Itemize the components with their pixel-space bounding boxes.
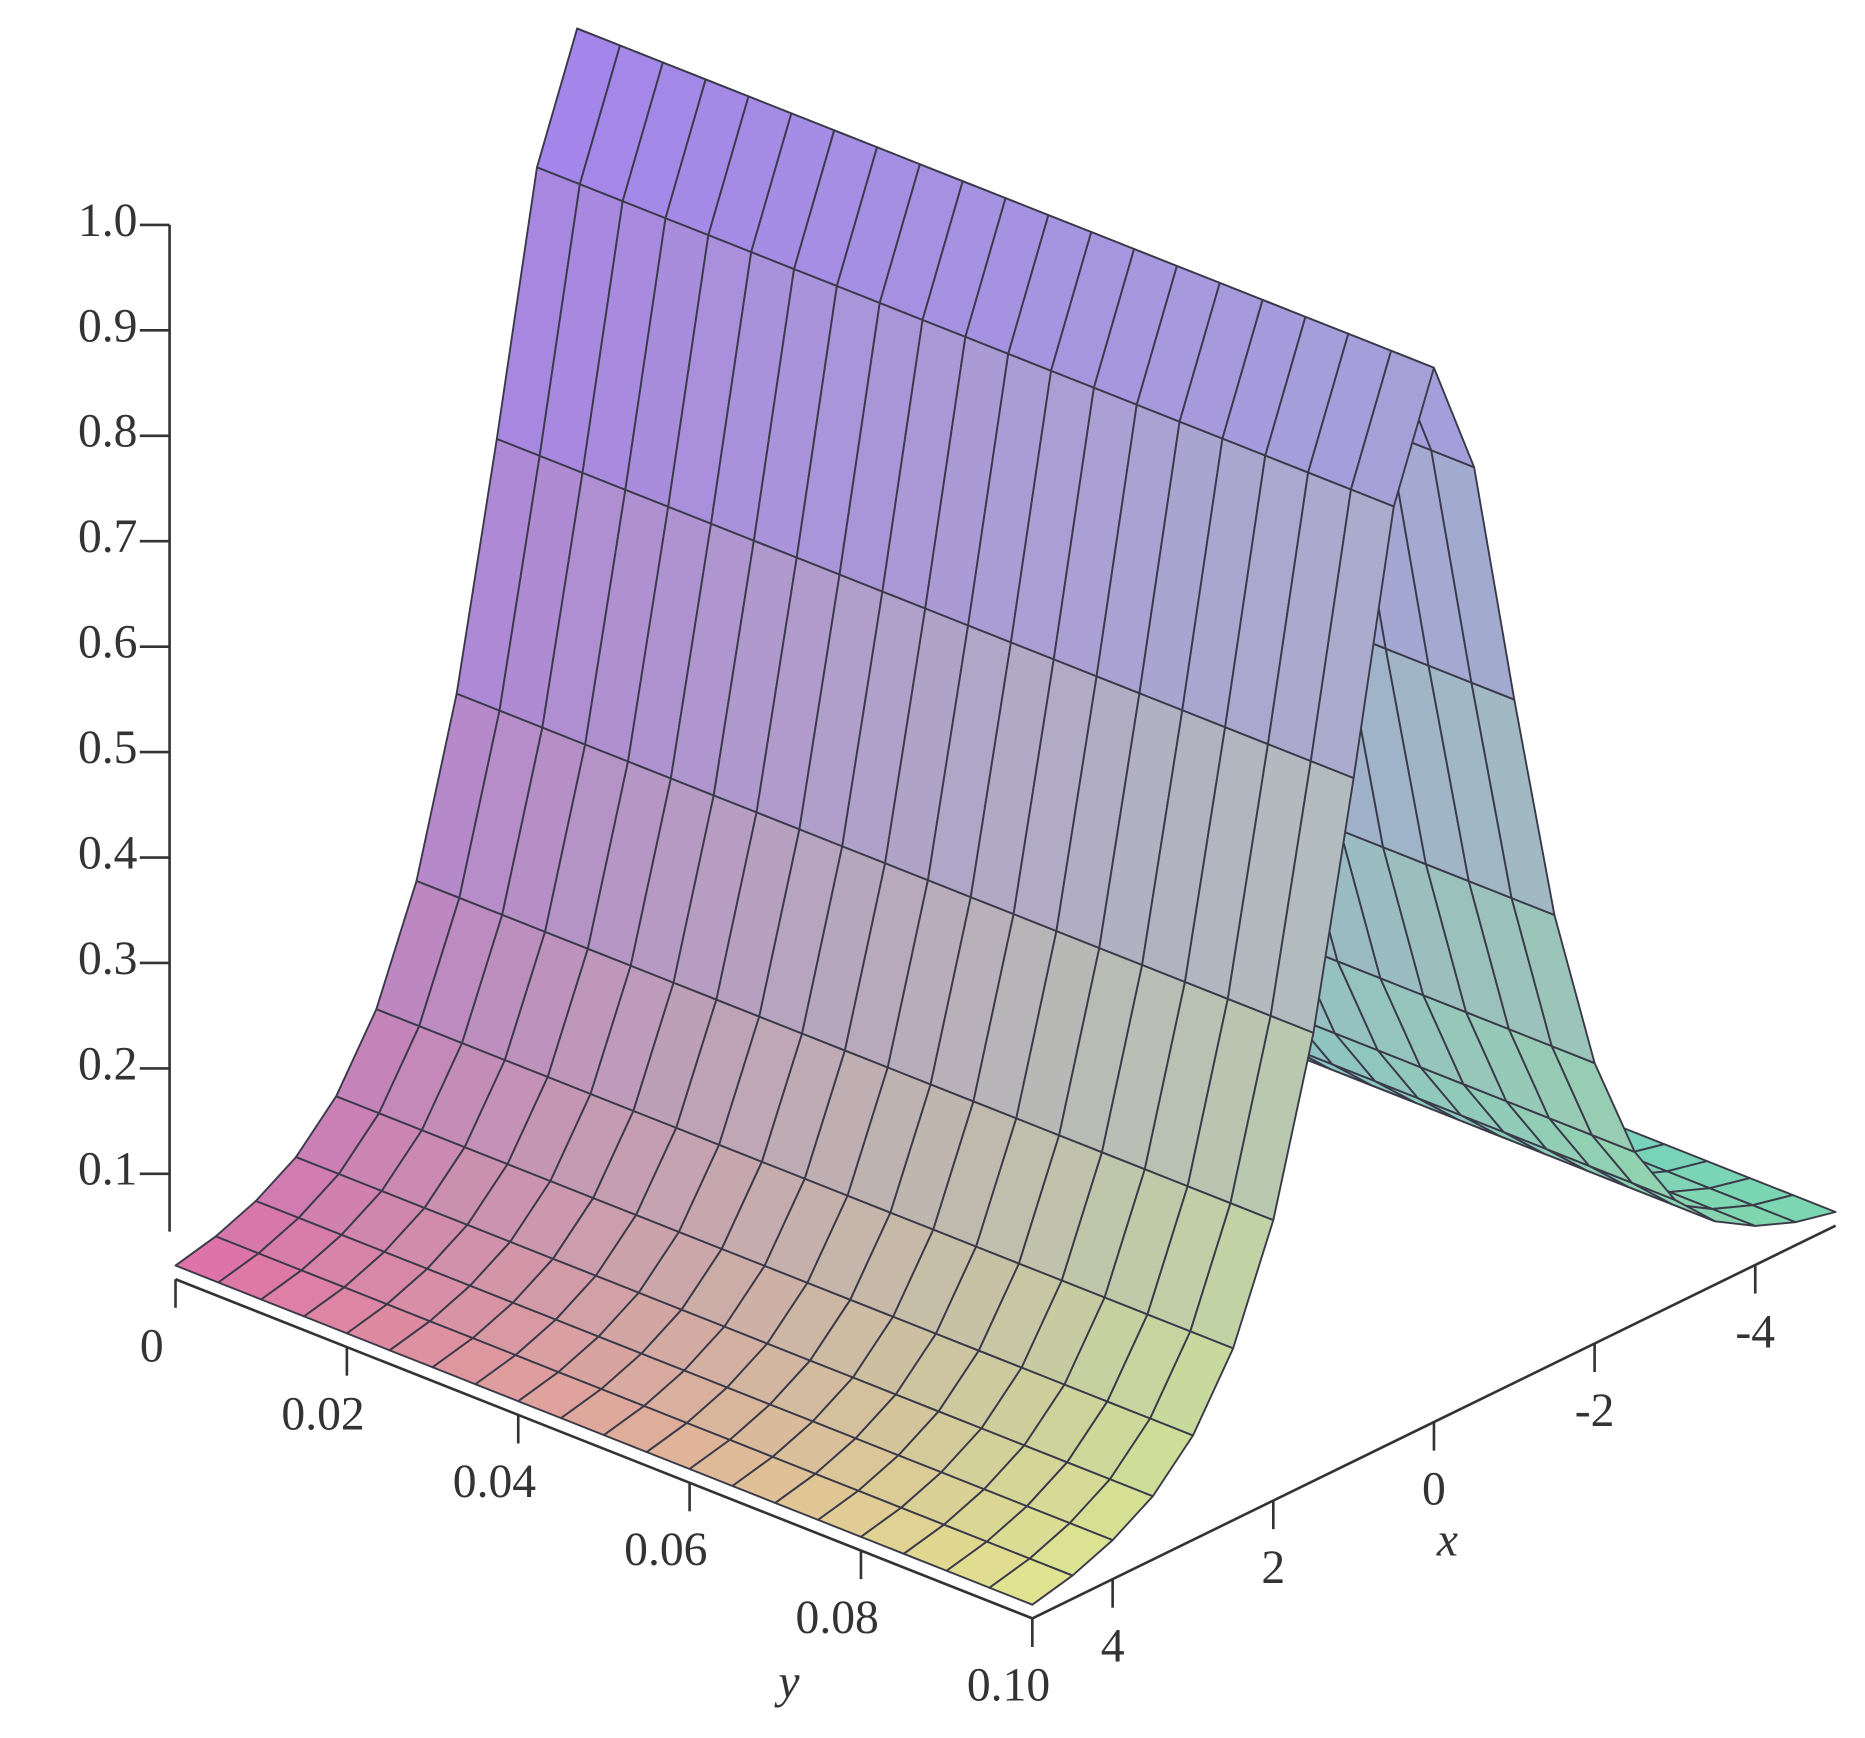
y-tick-label: 0.06 <box>624 1524 707 1576</box>
x-tick-label: 0 <box>1422 1463 1446 1515</box>
y-tick-label: 0.08 <box>796 1592 879 1644</box>
y-tick-label: 0.02 <box>281 1388 364 1440</box>
y-tick-label: 0.04 <box>453 1456 536 1508</box>
z-tick-label: 1.0 <box>78 195 138 247</box>
surface-patch <box>988 1557 1074 1606</box>
x-axis-label: x <box>1436 1515 1458 1567</box>
z-tick-label: 0.6 <box>78 617 138 669</box>
z-tick-label: 0.4 <box>78 827 138 879</box>
y-tick-label: 0.10 <box>967 1660 1050 1712</box>
plot-area: 0.1 0.2 0.3 0.4 0.5 0.6 0.7 0.8 0.9 1.0 0 0.02 0.04 0… <box>78 27 1837 1712</box>
x-tick-label: 2 <box>1261 1542 1285 1594</box>
x-tick-label: -4 <box>1735 1306 1775 1358</box>
z-tick-label: 0.7 <box>78 511 138 563</box>
z-tick-label: 0.5 <box>78 722 138 774</box>
z-tick-label: 0.8 <box>78 406 138 458</box>
surface <box>174 27 1837 1606</box>
z-tick-label: 0.9 <box>78 300 138 352</box>
y-axis-label: y <box>774 1657 800 1709</box>
y-axis <box>175 1278 1033 1620</box>
z-tick-label: 0.1 <box>78 1144 138 1196</box>
z-tick-label: 0.3 <box>78 933 138 985</box>
z-tick-label: 0.2 <box>78 1038 138 1090</box>
y-tick-label: 0 <box>140 1321 164 1373</box>
x-tick-label: -2 <box>1575 1385 1615 1437</box>
x-tick-label: 4 <box>1101 1620 1125 1672</box>
